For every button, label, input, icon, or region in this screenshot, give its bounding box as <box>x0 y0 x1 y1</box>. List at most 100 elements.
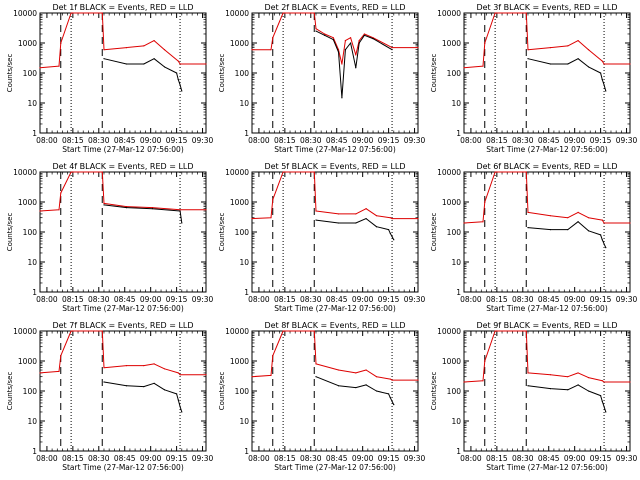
y-tick-label: 10 <box>27 258 37 267</box>
data-point-events <box>375 390 378 392</box>
data-point-lld <box>482 221 484 223</box>
data-point-lld <box>272 37 274 39</box>
data-point-events <box>601 79 603 81</box>
data-point-lld <box>337 369 340 371</box>
data-point-lld <box>549 47 552 49</box>
data-point-lld <box>205 209 207 211</box>
y-tick-label: 10000 <box>13 168 37 177</box>
data-point-lld <box>58 209 60 211</box>
x-tick-label: 09:30 <box>616 295 638 304</box>
x-axis-title: Start Time (27-Mar-12 07:56:00) <box>62 463 184 472</box>
x-tick-label: 08:45 <box>114 295 136 304</box>
data-point-events <box>391 236 393 238</box>
data-point-events <box>349 42 352 44</box>
chart-title: Det 5f BLACK = Events, RED = LLD <box>264 162 405 171</box>
data-point-events <box>153 382 155 384</box>
data-point-lld <box>60 42 62 44</box>
x-tick-label: 09:15 <box>590 136 612 145</box>
data-point-events <box>125 63 128 65</box>
y-tick-label: 1000 <box>18 357 37 366</box>
y-tick-label: 100 <box>235 228 250 237</box>
data-point-lld <box>251 49 253 51</box>
data-point-events <box>391 400 393 403</box>
y-tick-label: 100 <box>447 69 462 78</box>
data-point-events <box>315 30 317 32</box>
data-point-lld <box>603 222 605 224</box>
x-tick-label: 09:15 <box>166 136 188 145</box>
x-tick-label: 08:45 <box>114 454 136 463</box>
y-tick-label: 10 <box>451 258 461 267</box>
data-point-lld <box>101 330 103 332</box>
x-tick-label: 08:30 <box>512 295 534 304</box>
data-point-events <box>151 208 153 210</box>
data-point-events <box>567 389 569 391</box>
y-tick-label: 1 <box>244 129 249 138</box>
data-point-lld <box>549 374 552 376</box>
x-tick-label: 09:00 <box>564 295 586 304</box>
chart-title: Det 4f BLACK = Events, RED = LLD <box>52 162 193 171</box>
data-point-lld <box>587 49 590 51</box>
data-point-lld <box>349 37 352 39</box>
data-point-lld <box>151 207 153 209</box>
y-tick-label: 10000 <box>437 168 461 177</box>
series-line-events <box>527 384 607 413</box>
y-axis-label: Counts/sec <box>6 54 14 93</box>
series-line-lld <box>39 12 206 69</box>
data-point-events <box>388 393 390 395</box>
y-tick-label: 10000 <box>437 327 461 336</box>
x-tick-label: 08:15 <box>62 136 84 145</box>
data-point-lld <box>494 330 496 332</box>
series-line-events <box>315 30 393 99</box>
data-point-lld <box>375 376 378 378</box>
y-tick-label: 100 <box>235 69 250 78</box>
data-point-lld <box>527 49 529 51</box>
x-tick-label: 09:15 <box>590 295 612 304</box>
data-point-lld <box>355 372 357 374</box>
data-point-events <box>179 210 181 212</box>
data-point-events <box>375 226 378 228</box>
data-point-lld <box>577 372 579 374</box>
x-tick-label: 09:30 <box>192 295 214 304</box>
x-axis-title: Start Time (27-Mar-12 07:56:00) <box>62 304 184 313</box>
x-axis-title: Start Time (27-Mar-12 07:56:00) <box>486 463 608 472</box>
x-tick-label: 08:45 <box>538 295 560 304</box>
x-tick-label: 09:15 <box>166 454 188 463</box>
data-point-lld <box>365 369 367 371</box>
data-point-lld <box>332 37 334 39</box>
data-point-lld <box>103 202 105 204</box>
data-point-lld <box>365 208 367 210</box>
data-point-events <box>567 229 569 231</box>
data-point-events <box>143 63 145 65</box>
data-point-lld <box>251 376 253 378</box>
x-tick-label: 09:15 <box>166 295 188 304</box>
data-point-events <box>315 376 317 378</box>
data-point-lld <box>525 330 527 332</box>
data-point-lld <box>282 12 284 14</box>
data-point-lld <box>251 217 253 220</box>
data-point-events <box>388 229 390 231</box>
plot-frame <box>39 330 207 452</box>
x-axis-title: Start Time (27-Mar-12 07:56:00) <box>274 304 396 313</box>
series-line-lld <box>39 330 206 376</box>
y-tick-label: 10000 <box>225 327 249 336</box>
x-tick-label: 08:00 <box>248 136 270 145</box>
chart-panel-9: Det 9f BLACK = Events, RED = LLD Counts/s… <box>430 321 638 472</box>
data-point-lld <box>179 374 181 376</box>
y-tick-label: 100 <box>23 69 38 78</box>
data-point-lld <box>577 211 579 214</box>
x-tick-label: 08:15 <box>486 295 508 304</box>
x-tick-label: 09:15 <box>378 136 400 145</box>
y-tick-label: 1 <box>456 129 461 138</box>
data-point-events <box>365 384 367 386</box>
x-tick-label: 09:00 <box>140 454 162 463</box>
y-tick-label: 10000 <box>437 9 461 18</box>
data-point-lld <box>177 60 179 62</box>
y-tick-label: 1000 <box>442 198 461 207</box>
x-tick-label: 08:45 <box>538 136 560 145</box>
data-point-lld <box>70 12 72 14</box>
data-point-lld <box>272 199 274 201</box>
data-point-lld <box>629 381 631 383</box>
data-point-lld <box>549 215 552 217</box>
x-axis-title: Start Time (27-Mar-12 07:56:00) <box>274 463 396 472</box>
